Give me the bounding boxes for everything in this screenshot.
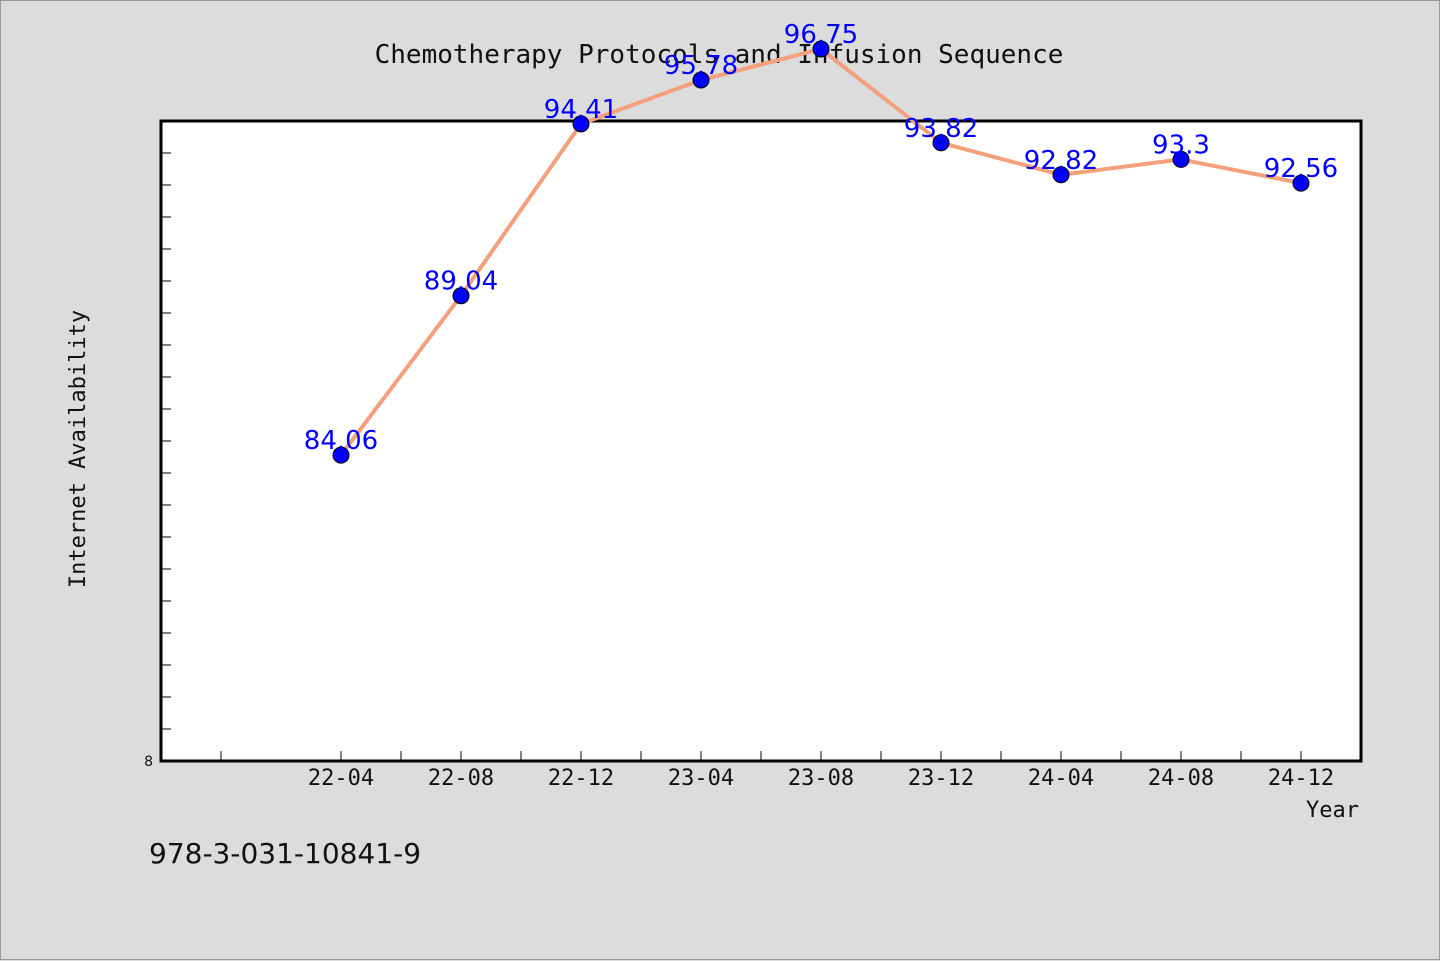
data-label: 93.82 (904, 114, 978, 144)
x-tick-label: 24-12 (1268, 766, 1334, 791)
x-tick-label: 23-04 (668, 766, 734, 791)
isbn-text: 978-3-031-10841-9 (149, 837, 422, 870)
x-tick-label: 22-04 (308, 766, 374, 791)
x-tick-label: 24-08 (1148, 766, 1214, 791)
y-axis-label: Internet Availability (66, 310, 91, 588)
y-tick-label: 8 (144, 754, 153, 770)
x-axis-label: Year (1306, 798, 1359, 823)
data-label: 96.75 (784, 20, 858, 50)
plot-area (159, 119, 1363, 763)
data-point (572, 115, 590, 133)
data-label: 89.04 (424, 267, 498, 297)
y-axis-ticks: 8 (144, 152, 171, 770)
data-point (932, 134, 950, 152)
chart-title: Chemotherapy Protocols and Infusion Sequ… (375, 40, 1064, 70)
data-label: 93.3 (1152, 130, 1210, 160)
data-point (452, 287, 470, 305)
series-group: 84.06 89.04 94.41 95.78 96.75 93.82 92.82 93.3 9… (304, 20, 1338, 464)
data-label: 92.82 (1024, 146, 1098, 176)
x-tick-label: 22-08 (428, 766, 494, 791)
data-label: 92.56 (1264, 154, 1338, 184)
data-label: 84.06 (304, 426, 378, 456)
x-tick-label: 24-04 (1028, 766, 1094, 791)
data-label: 94.41 (544, 95, 618, 125)
x-tick-label: 23-08 (788, 766, 854, 791)
x-tick-label: 23-12 (908, 766, 974, 791)
x-axis-ticks: 22-04 22-08 22-12 23-04 23-08 23-12 24-04 24-08… (220, 751, 1334, 791)
data-point (1052, 166, 1070, 184)
data-point (812, 40, 830, 58)
data-point (1292, 174, 1310, 192)
data-label: 95.78 (664, 51, 738, 81)
x-tick-label: 22-12 (548, 766, 614, 791)
data-point (692, 71, 710, 89)
data-point (1172, 150, 1190, 168)
data-point (332, 446, 350, 464)
